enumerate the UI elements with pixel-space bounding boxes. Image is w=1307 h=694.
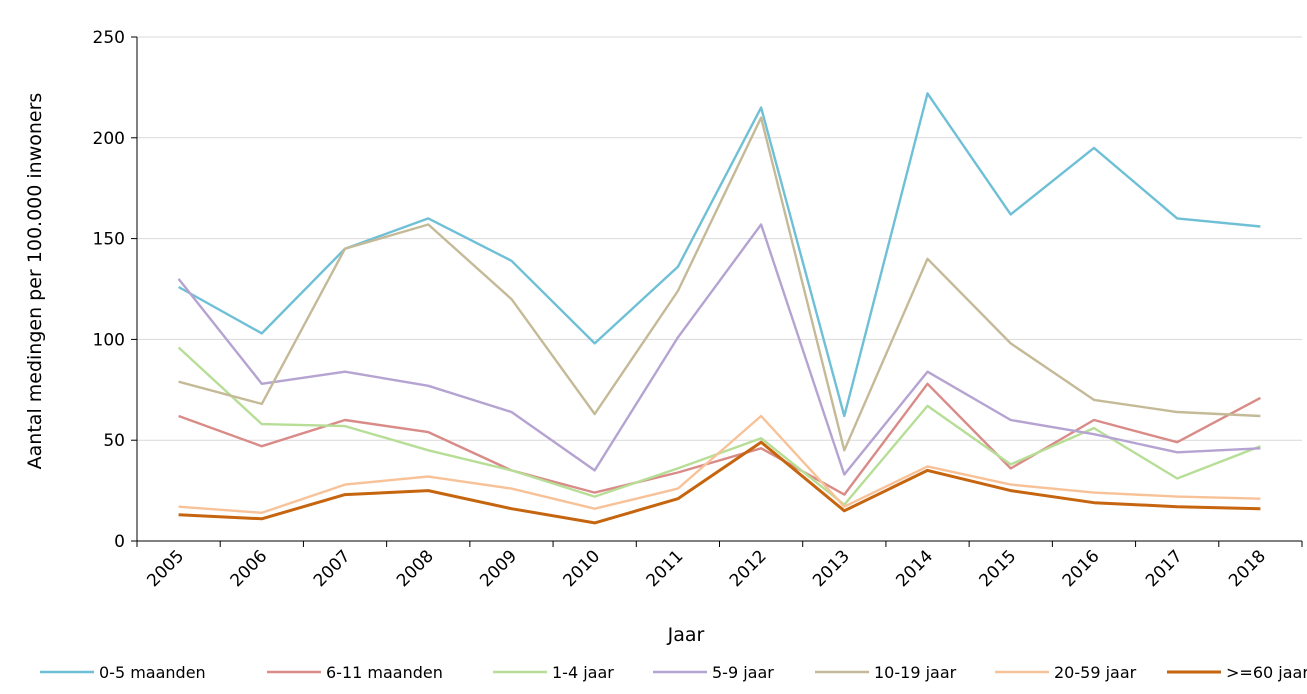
x-tick-label: 2013 xyxy=(809,546,854,591)
series-lines xyxy=(177,92,1261,525)
x-tick-label: 2018 xyxy=(1225,546,1270,591)
axes xyxy=(136,37,1302,542)
x-tick-label: 2014 xyxy=(892,546,937,591)
x-tick-label: 2017 xyxy=(1142,546,1187,591)
series-line xyxy=(177,346,1261,506)
y-tick-label: 0 xyxy=(114,532,125,552)
series-line xyxy=(178,414,1261,514)
x-tick-label: 2007 xyxy=(310,546,355,591)
y-axis-title: Aantal medingen per 100.000 inwoners xyxy=(24,93,46,470)
legend-item: >=60 jaar xyxy=(1167,663,1307,682)
series-line xyxy=(178,382,1261,496)
x-tick-label: 2005 xyxy=(143,546,188,591)
x-tick-label: 2016 xyxy=(1059,546,1104,591)
legend-item: 10-19 jaar xyxy=(815,663,957,682)
legend-item: 6-11 maanden xyxy=(267,663,443,682)
legend-label: 20-59 jaar xyxy=(1054,663,1137,682)
legend-label: 5-9 jaar xyxy=(712,663,774,682)
x-tick-label: 2010 xyxy=(559,546,604,591)
legend: 0-5 maanden 6-11 maanden 1-4 jaar 5-9 jaar 1… xyxy=(40,663,1307,682)
legend-label: 1-4 jaar xyxy=(552,663,614,682)
x-tick-label: 2008 xyxy=(393,546,438,591)
x-tick-label: 2006 xyxy=(227,546,272,591)
series-line xyxy=(177,223,1261,476)
y-axis-ticks: 0 50 100 150 200 250 xyxy=(93,28,137,552)
series-line xyxy=(178,440,1261,525)
y-tick-label: 100 xyxy=(93,330,125,350)
legend-label: 6-11 maanden xyxy=(326,663,443,682)
x-axis-ticks: 2005 2006 2007 2008 2009 2010 2011 2012 2013 2014… xyxy=(136,541,1303,591)
y-tick-label: 250 xyxy=(93,28,125,48)
series-line xyxy=(178,116,1261,452)
gridlines xyxy=(137,36,1302,441)
y-tick-label: 200 xyxy=(93,129,125,149)
legend-item: 20-59 jaar xyxy=(995,663,1137,682)
x-tick-label: 2015 xyxy=(976,546,1021,591)
legend-item: 1-4 jaar xyxy=(493,663,614,682)
x-tick-label: 2011 xyxy=(643,546,688,591)
legend-item: 5-9 jaar xyxy=(653,663,774,682)
x-tick-label: 2012 xyxy=(726,546,771,591)
legend-label: 0-5 maanden xyxy=(99,663,206,682)
x-axis-title: Jaar xyxy=(667,624,705,646)
y-tick-label: 50 xyxy=(103,431,125,451)
legend-label: >=60 jaar xyxy=(1226,663,1307,682)
legend-label: 10-19 jaar xyxy=(874,663,957,682)
y-tick-label: 150 xyxy=(93,230,125,250)
legend-item: 0-5 maanden xyxy=(40,663,206,682)
x-tick-label: 2009 xyxy=(476,546,521,591)
